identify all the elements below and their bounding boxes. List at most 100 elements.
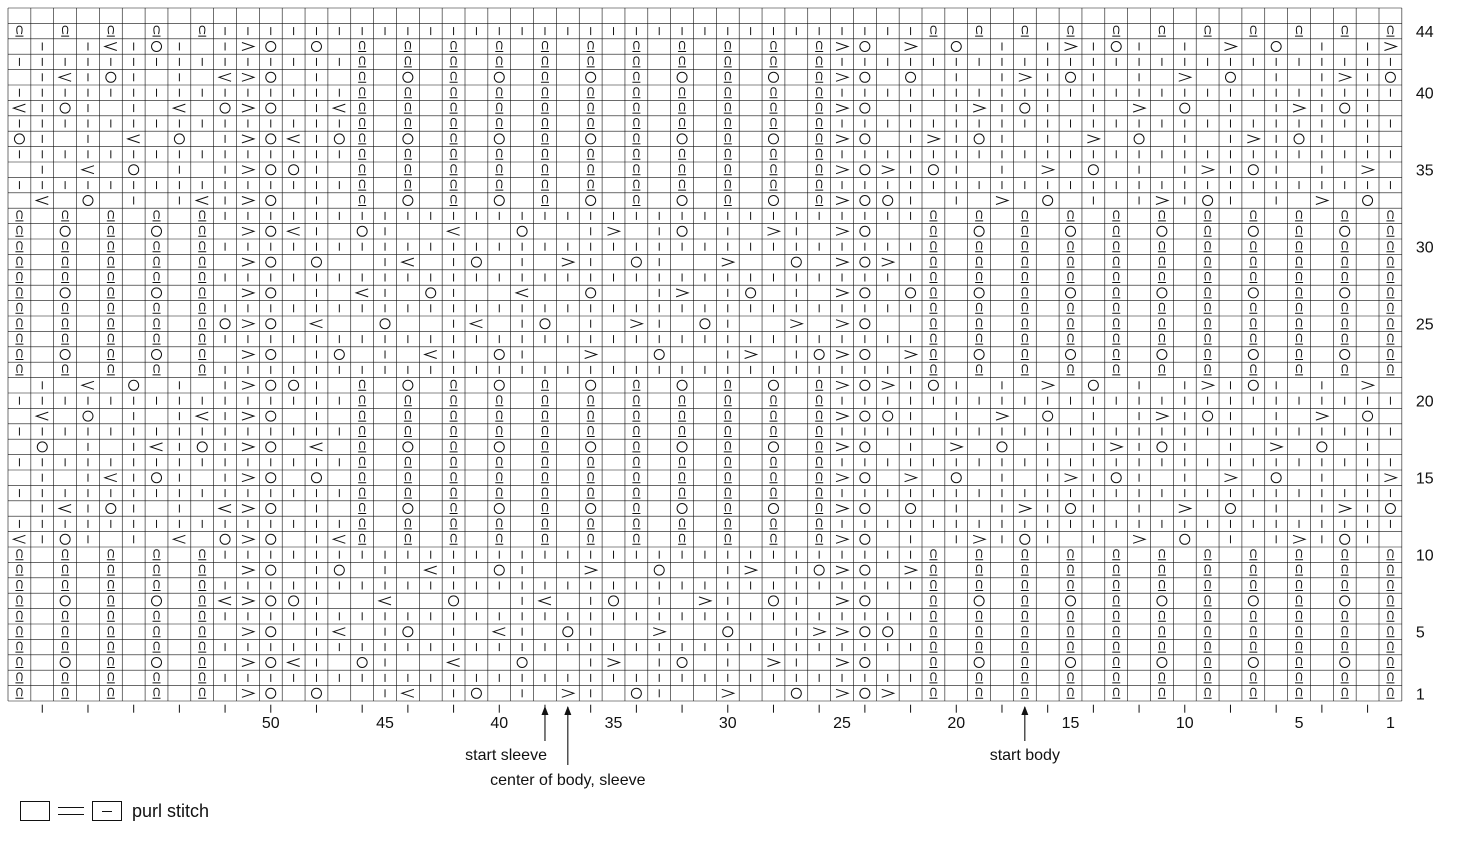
yarn-over-symbol [859,133,871,145]
yarn-over-symbol [310,472,322,484]
twisted-knit-symbol [1203,610,1212,622]
yarn-over-symbol [630,256,642,268]
twisted-knit-symbol [975,610,984,622]
twisted-knit-symbol [61,549,70,561]
twisted-knit-symbol [1295,656,1304,668]
yarn-over-symbol [265,164,277,176]
twisted-knit-symbol [1340,318,1349,330]
twisted-knit-symbol [1020,595,1029,607]
k2tog-symbol [1178,504,1193,513]
twisted-knit-symbol [358,133,367,145]
twisted-knit-symbol [1386,225,1395,237]
twisted-knit-symbol [495,164,504,176]
twisted-knit-symbol [632,133,641,145]
twisted-knit-symbol [61,318,70,330]
yarn-over-symbol [1087,164,1099,176]
twisted-knit-symbol [586,148,595,160]
twisted-knit-symbol [449,502,458,514]
k2tog-symbol [904,42,919,51]
twisted-knit-symbol [1295,687,1304,699]
twisted-knit-symbol [152,271,161,283]
twisted-knit-symbol [1203,271,1212,283]
twisted-knit-symbol [1249,549,1258,561]
twisted-knit-symbol [815,87,824,99]
twisted-knit-symbol [678,533,687,545]
yarn-over-symbol [59,225,71,237]
twisted-knit-symbol [769,533,778,545]
twisted-knit-symbol [1020,672,1029,684]
twisted-knit-symbol [769,472,778,484]
yarn-over-symbol [128,379,140,391]
twisted-knit-symbol [929,595,938,607]
twisted-knit-symbol [358,71,367,83]
twisted-knit-symbol [586,117,595,129]
yarn-over-symbol [59,102,71,114]
yarn-over-symbol [105,503,117,514]
twisted-knit-symbol [1203,564,1212,576]
ssk-symbol [194,411,209,421]
yarn-over-symbol [562,626,574,638]
twisted-knit-symbol [495,425,504,437]
twisted-knit-symbol [1112,672,1121,684]
yarn-over-symbol [310,256,322,268]
twisted-knit-symbol [1157,318,1166,330]
k2tog-symbol [835,226,850,236]
twisted-knit-symbol [723,87,732,99]
twisted-knit-symbol [586,410,595,422]
twisted-knit-symbol [495,487,504,499]
k2tog-symbol [1292,534,1307,544]
yarn-over-symbol [1202,195,1214,206]
yarn-over-symbol [676,657,688,668]
yarn-over-symbol [859,379,871,391]
twisted-knit-symbol [723,502,732,514]
twisted-knit-symbol [358,87,367,99]
twisted-knit-symbol [1249,641,1258,653]
twisted-knit-symbol [403,148,412,160]
yarn-over-symbol [288,595,300,607]
twisted-knit-symbol [106,564,115,576]
k2tog-symbol [241,257,256,267]
twisted-knit-symbol [1066,641,1075,653]
yarn-over-symbol [1156,287,1168,299]
twisted-knit-symbol [198,641,207,653]
twisted-knit-symbol [586,456,595,468]
yarn-over-symbol [1065,287,1077,299]
yarn-over-symbol [470,256,482,268]
yarn-over-symbol [767,595,779,607]
twisted-knit-symbol [1295,610,1304,622]
twisted-knit-symbol [815,117,824,129]
twisted-knit-symbol [540,164,549,176]
k2tog-symbol [835,380,850,390]
twisted-knit-symbol [678,148,687,160]
k2tog-symbol [1041,380,1056,390]
yarn-over-symbol [882,626,894,638]
twisted-knit-symbol [106,302,115,314]
twisted-knit-symbol [929,210,938,222]
yarn-over-symbol [333,349,345,360]
twisted-knit-symbol [198,626,207,638]
twisted-knit-symbol [586,102,595,114]
twisted-knit-symbol [540,179,549,191]
yarn-over-symbol [1065,71,1077,83]
twisted-knit-symbol [1249,256,1258,268]
twisted-knit-symbol [586,87,595,99]
twisted-knit-symbol [1203,256,1212,268]
twisted-knit-symbol [769,40,778,52]
yarn-over-symbol [1110,41,1122,52]
yarn-over-symbol [493,133,505,145]
twisted-knit-symbol [769,425,778,437]
twisted-knit-symbol [975,271,984,283]
yarn-over-symbol [1362,195,1374,206]
yarn-over-symbol [950,41,962,52]
yarn-over-symbol [859,503,871,514]
twisted-knit-symbol [403,164,412,176]
twisted-knit-symbol [358,502,367,514]
twisted-knit-symbol [403,395,412,407]
yarn-over-symbol [859,164,871,176]
twisted-knit-symbol [15,687,24,699]
twisted-knit-symbol [1386,271,1395,283]
twisted-knit-symbol [1112,287,1121,299]
twisted-knit-symbol [1020,687,1029,699]
twisted-knit-symbol [495,410,504,422]
yarn-over-symbol [493,349,505,360]
